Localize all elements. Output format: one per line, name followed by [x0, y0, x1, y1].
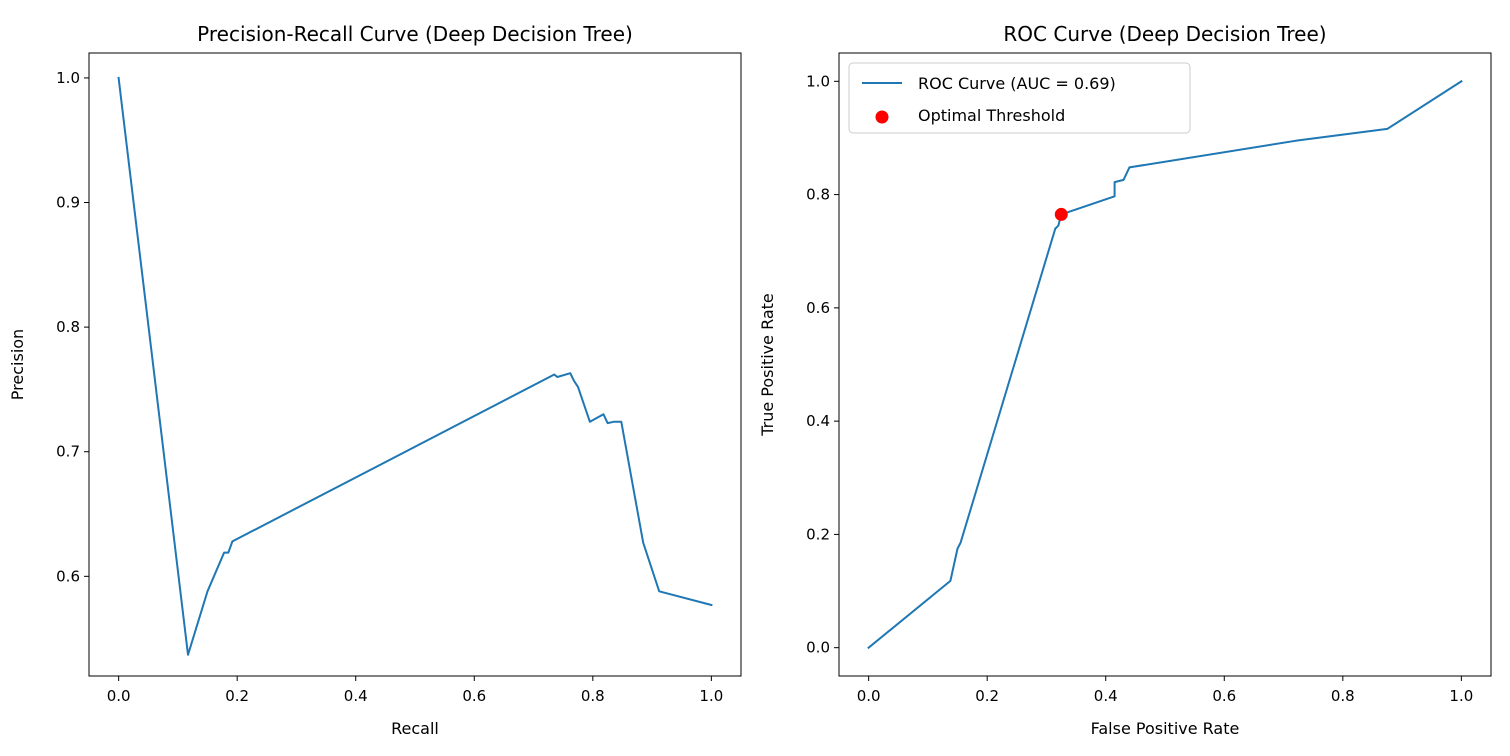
x-tick-label: 1.0 [1449, 687, 1473, 705]
x-tick-label: 0.4 [1094, 687, 1118, 705]
series-line [117, 76, 713, 656]
x-tick-label: 0.2 [225, 687, 249, 705]
legend-marker-swatch [875, 110, 889, 124]
chart-2: ROC Curve (Deep Decision Tree) False Posi… [758, 22, 1492, 738]
y-tick-label: 0.9 [56, 194, 80, 212]
legend: ROC Curve (AUC = 0.69) Optimal Threshold [848, 62, 1191, 134]
optimal-threshold-point [1054, 207, 1068, 221]
x-axis-label: False Positive Rate [1091, 719, 1240, 738]
y-axis-label: Precision [8, 329, 27, 400]
chart-1: Precision-Recall Curve (Deep Decision Tr… [8, 22, 742, 738]
y-tick-label: 1.0 [56, 69, 80, 87]
x-tick-label: 0.6 [1212, 687, 1236, 705]
y-tick-label: 1.0 [806, 72, 830, 90]
x-axis-label: Recall [391, 719, 439, 738]
x-tick-label: 0.8 [1331, 687, 1355, 705]
y-tick-label: 0.8 [806, 186, 830, 204]
x-tick-label: 0.0 [857, 687, 881, 705]
y-tick-label: 0.6 [806, 299, 830, 317]
x-tick-label: 0.4 [344, 687, 368, 705]
y-axis-label: True Positive Rate [758, 293, 777, 437]
y-tick-label: 0.4 [806, 412, 830, 430]
axes-frame [88, 52, 742, 677]
y-tick-label: 0.0 [806, 639, 830, 657]
legend-label: ROC Curve (AUC = 0.69) [918, 74, 1116, 93]
axes-frame [838, 52, 1492, 677]
x-tick-label: 0.8 [581, 687, 605, 705]
x-tick-label: 0.2 [975, 687, 999, 705]
legend-label: Optimal Threshold [918, 106, 1065, 125]
x-tick-label: 0.0 [107, 687, 131, 705]
x-tick-label: 1.0 [699, 687, 723, 705]
chart-title: Precision-Recall Curve (Deep Decision Tr… [197, 22, 633, 46]
legend-box [848, 62, 1191, 134]
y-tick-label: 0.7 [56, 443, 80, 461]
y-tick-label: 0.2 [806, 525, 830, 543]
x-tick-label: 0.6 [462, 687, 486, 705]
y-tick-label: 0.6 [56, 567, 80, 585]
series-line [867, 79, 1463, 650]
y-tick-label: 0.8 [56, 318, 80, 336]
chart-title: ROC Curve (Deep Decision Tree) [1003, 22, 1326, 46]
